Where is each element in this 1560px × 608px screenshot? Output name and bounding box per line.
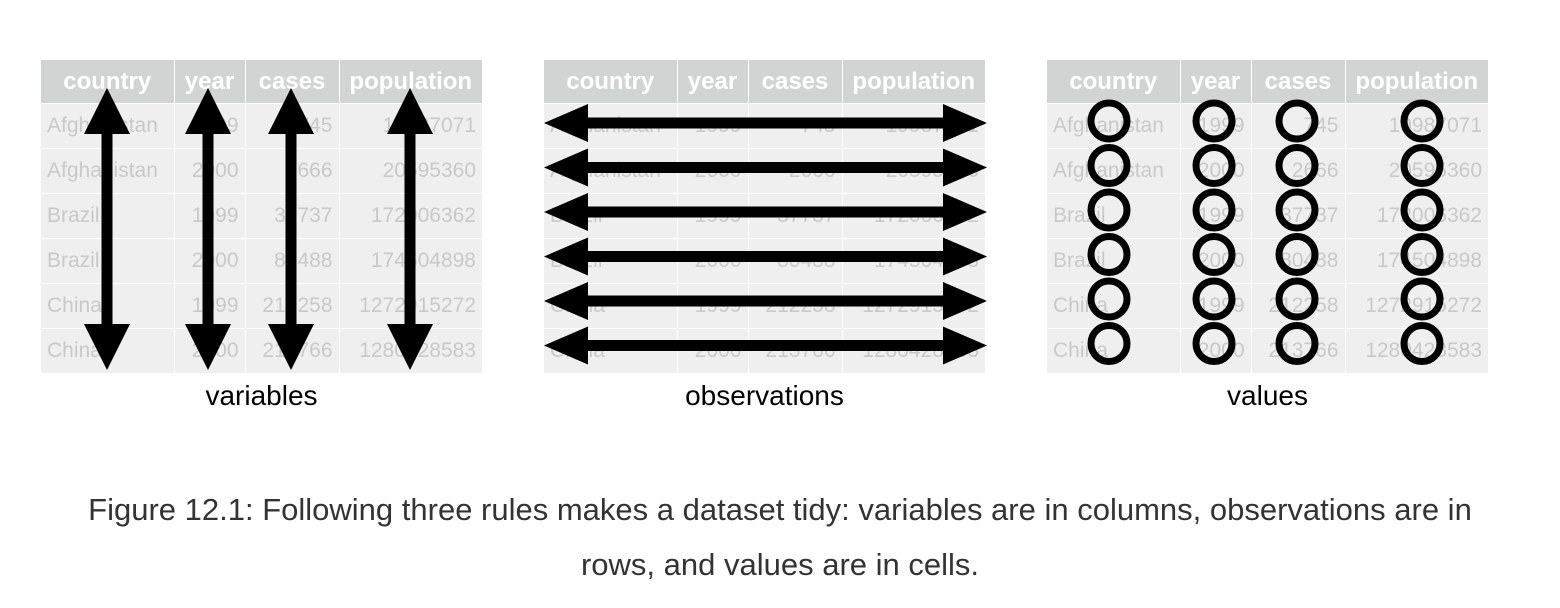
value-circle <box>1192 188 1236 232</box>
observation-arrow-head-left <box>544 193 588 231</box>
value-circle <box>1275 144 1319 187</box>
values-label: values <box>1227 380 1308 411</box>
variables-label: variables <box>205 380 318 411</box>
value-circle <box>1192 233 1236 276</box>
value-circle <box>1087 277 1131 321</box>
observations-label: observations <box>685 380 844 411</box>
column-header-year: year <box>677 60 749 104</box>
value-circle <box>1275 277 1319 321</box>
value-circle <box>1400 188 1444 232</box>
table-cell: 1280428583 <box>1345 328 1488 373</box>
value-circle <box>1400 144 1444 187</box>
table-cell: 213766 <box>1251 328 1346 373</box>
table-header-row: country year cases population <box>544 60 985 104</box>
value-circle <box>1192 99 1236 143</box>
figure-caption: Figure 12.1: Following three rules makes… <box>0 482 1560 592</box>
value-circle <box>1275 188 1319 232</box>
value-circle <box>1400 233 1444 276</box>
table-cell: 80488 <box>1251 238 1346 284</box>
variable-arrow-head-down <box>268 324 314 370</box>
column-header-population: population <box>339 60 482 104</box>
variable-arrow-head-down <box>84 324 130 370</box>
table-cell: 2000 <box>1180 328 1252 373</box>
value-circle <box>1400 99 1444 143</box>
column-header-country: country <box>1047 60 1181 104</box>
observation-arrow-head-left <box>544 282 588 320</box>
value-circle <box>1275 233 1319 276</box>
value-circle <box>1087 188 1131 232</box>
value-circle <box>1400 322 1444 365</box>
column-header-cases: cases <box>748 60 843 104</box>
table-header-row: country year cases population <box>1047 60 1488 104</box>
value-circle <box>1087 233 1131 276</box>
table-cell: 1272915272 <box>1345 283 1488 329</box>
column-header-population: population <box>1345 60 1488 104</box>
variable-arrow-head-up <box>185 88 231 134</box>
value-circle <box>1275 322 1319 365</box>
observation-arrow-head-left <box>544 326 588 365</box>
table-cell: 174504898 <box>1345 238 1488 284</box>
table-cell: China <box>1047 328 1181 373</box>
variable-arrow-head-down <box>185 324 231 370</box>
observation-arrow-head-left <box>544 148 588 187</box>
value-circle <box>1192 277 1236 321</box>
variables-panel: countryyearcasespopulationAfghanistan199… <box>41 60 482 373</box>
observation-arrow-head-right <box>943 326 987 365</box>
variable-arrow-head-down <box>387 324 433 370</box>
value-circle <box>1192 144 1236 187</box>
observation-arrow-head-right <box>943 148 987 187</box>
value-circle <box>1400 277 1444 321</box>
value-circle <box>1087 322 1131 365</box>
value-circle <box>1087 99 1131 143</box>
observation-arrow-head-right <box>943 282 987 320</box>
value-circle <box>1192 322 1236 365</box>
observation-arrow-head-right <box>943 104 987 142</box>
values-panel: country year cases population Afghanistan 199… <box>1047 60 1488 373</box>
column-header-country: country <box>544 60 678 104</box>
variable-arrow-head-up <box>268 88 314 134</box>
observation-arrow-head-left <box>544 104 588 142</box>
observation-arrow-head-right <box>943 193 987 231</box>
value-circle <box>1087 144 1131 187</box>
table-cell: Brazil <box>1047 238 1181 284</box>
variable-arrow-head-up <box>387 88 433 134</box>
value-circle <box>1275 99 1319 143</box>
circle-overlay <box>1087 99 1444 365</box>
caption-line-1: Figure 12.1: Following three rules makes… <box>88 492 1472 527</box>
vertical-arrow-overlay <box>84 88 433 370</box>
column-header-cases: cases <box>1251 60 1346 104</box>
variable-arrow-head-up <box>84 88 130 134</box>
observation-arrow-head-right <box>943 237 987 276</box>
caption-line-2: rows, and values are in cells. <box>580 547 980 582</box>
horizontal-arrow-overlay <box>544 104 987 365</box>
observation-arrow-head-left <box>544 237 588 276</box>
observations-panel: countryyearcasespopulationAfghanistan199… <box>544 60 987 373</box>
column-header-year: year <box>1180 60 1252 104</box>
column-header-cases: cases <box>245 60 340 104</box>
column-header-population: population <box>842 60 985 104</box>
